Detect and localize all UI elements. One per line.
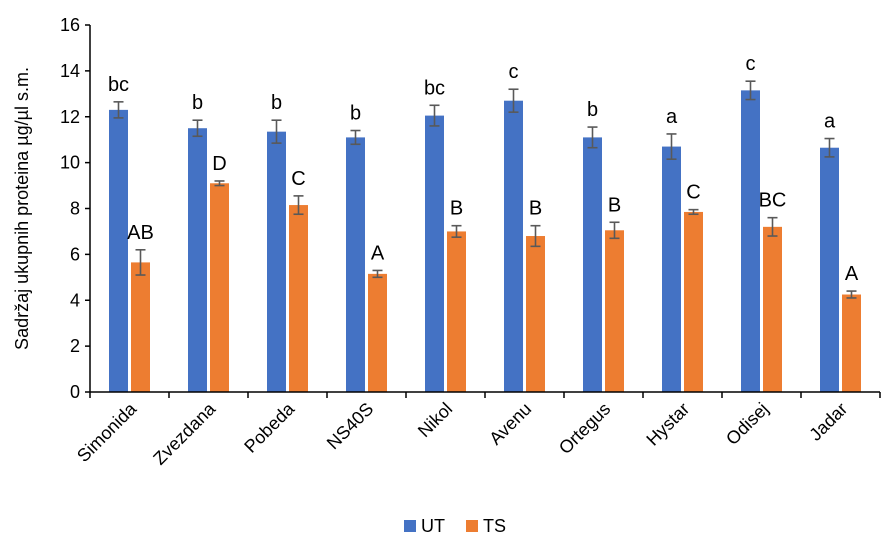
y-axis-ticks: 0 2 4 6 8 10 12 14 16 [60, 15, 90, 402]
x-category-label: Nikol [414, 399, 456, 441]
significance-label-ut: c [746, 53, 756, 75]
x-category-label: Odisej [722, 399, 772, 449]
bar-ts [842, 294, 861, 392]
bar-ts [210, 183, 229, 392]
bar-ut [188, 128, 207, 392]
x-category-label: Simonida [73, 398, 141, 466]
significance-label-ts: B [529, 198, 542, 220]
significance-label-ts: AB [127, 222, 154, 244]
x-category-label: NS40S [323, 399, 377, 453]
significance-label-ts: A [371, 242, 385, 264]
y-tick-label: 0 [70, 382, 80, 402]
error-bars [113, 80, 857, 299]
significance-label-ut: b [192, 92, 203, 114]
x-category-label: Pobeda [240, 398, 299, 457]
x-category-label: Ortegus [555, 399, 614, 458]
bar-ts [684, 211, 703, 392]
bar-ut [346, 137, 365, 392]
bar-ut [820, 147, 839, 392]
y-tick-label: 14 [60, 61, 80, 81]
bar-ts [368, 273, 387, 392]
x-category-label: Jadar [805, 399, 851, 445]
significance-label-ut: bc [424, 77, 445, 99]
bar-ut [741, 90, 760, 392]
y-tick-label: 12 [60, 107, 80, 127]
y-tick-label: 10 [60, 153, 80, 173]
significance-label-ut: a [824, 111, 836, 133]
significance-label-ut: b [271, 92, 282, 114]
significance-label-ut: bc [108, 74, 129, 96]
significance-label-ts: D [212, 153, 226, 175]
bar-ts [447, 231, 466, 392]
significance-label-ts: B [450, 198, 463, 220]
significance-label-ut: a [666, 106, 678, 128]
axes [89, 25, 881, 398]
significance-label-ts: C [686, 182, 700, 204]
bar-ts [763, 226, 782, 392]
y-tick-label: 4 [70, 290, 80, 310]
y-tick-label: 16 [60, 15, 80, 35]
y-tick-label: 2 [70, 336, 80, 356]
x-category-label: Hystar [642, 399, 693, 450]
bar-ut [583, 137, 602, 392]
significance-label-ts: A [845, 263, 859, 285]
significance-label-ut: c [509, 61, 519, 83]
x-category-label: Avenu [485, 399, 535, 449]
significance-labels: bc AB b Db Cb Abc Bc Bb Ba Cc BC a A [108, 53, 859, 285]
legend-label-ut: UT [421, 516, 445, 536]
significance-label-ut: b [587, 99, 598, 121]
x-category-label: Zvezdana [149, 398, 220, 469]
legend-swatch-ut [404, 520, 416, 532]
bar-ts [131, 262, 150, 392]
bar-ut [267, 131, 286, 393]
bar-ut [504, 100, 523, 392]
bar-ts [605, 230, 624, 392]
significance-label-ut: b [350, 103, 361, 125]
x-axis-category-labels: Simonida Zvezdana Pobeda NS40S Nikol Avenu Ort… [73, 398, 851, 469]
bar-ut [109, 109, 128, 393]
legend-label-ts: TS [483, 516, 506, 536]
legend-swatch-ts [466, 520, 478, 532]
y-tick-label: 8 [70, 199, 80, 219]
bar-ut [425, 115, 444, 393]
y-tick-label: 6 [70, 244, 80, 264]
legend: UT TS [404, 516, 506, 536]
significance-label-ts: B [608, 194, 621, 216]
bar-ut [662, 146, 681, 392]
bars [109, 90, 861, 393]
y-axis-title: Sadržaj ukupnih proteina µg/µl s.m. [12, 67, 32, 350]
bar-ts [289, 205, 308, 392]
bar-ts [526, 236, 545, 392]
significance-label-ts: C [291, 168, 305, 190]
significance-label-ts: BC [759, 190, 787, 212]
